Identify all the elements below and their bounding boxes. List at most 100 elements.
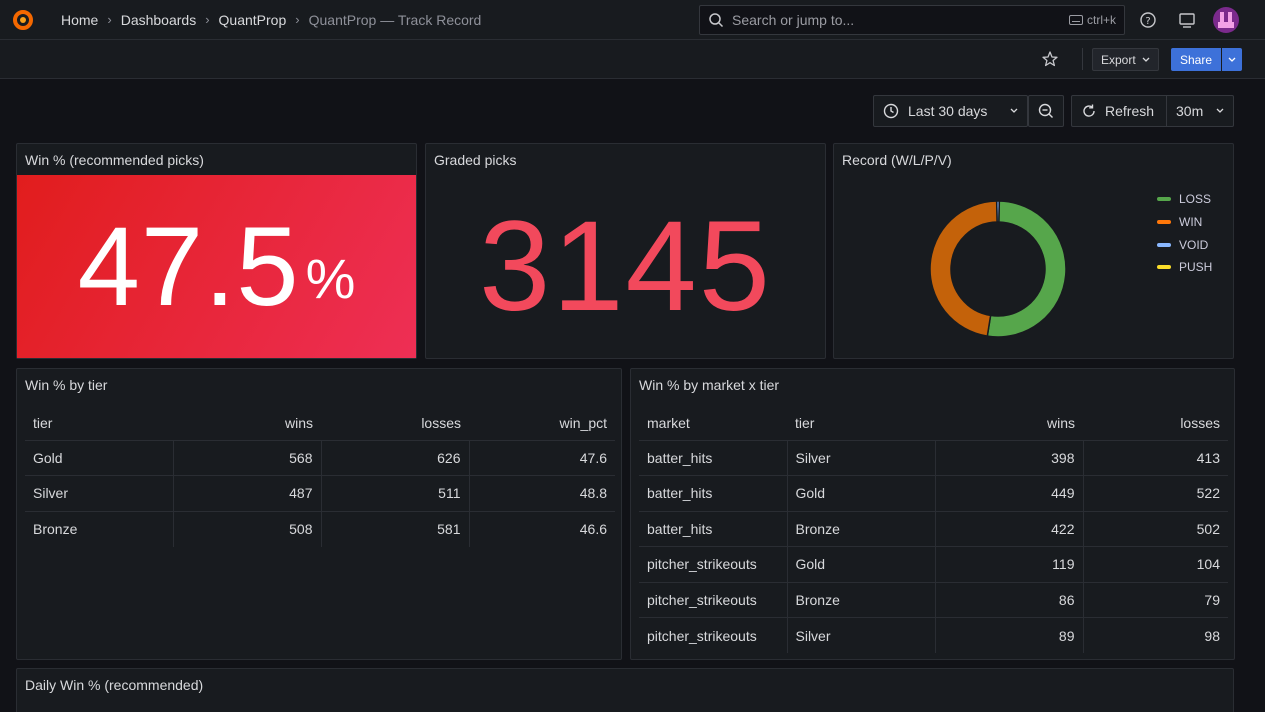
table-cell: 502: [1082, 511, 1228, 547]
keyboard-icon: [1068, 15, 1083, 25]
legend-swatch: [1157, 265, 1171, 270]
share-menu-button[interactable]: [1222, 48, 1242, 71]
legend-item-push[interactable]: PUSH: [1157, 256, 1212, 279]
export-label: Export: [1101, 52, 1136, 67]
refresh-icon: [1083, 104, 1095, 117]
panel-market-table[interactable]: Win % by market x tier market tier wins …: [630, 368, 1235, 660]
news-icon[interactable]: [1177, 10, 1197, 30]
donut-slice-loss[interactable]: [986, 200, 1067, 338]
column-header[interactable]: win_pct: [469, 406, 615, 441]
breadcrumb-current: QuantProp — Track Record: [308, 11, 482, 28]
toolbar-divider: [1082, 48, 1083, 70]
refresh-interval-picker[interactable]: 30m: [1166, 95, 1234, 127]
table-cell: 98: [1082, 617, 1228, 653]
table-cell: 79: [1082, 582, 1228, 618]
legend-item-void[interactable]: VOID: [1157, 233, 1212, 256]
column-header[interactable]: tier: [787, 406, 935, 441]
breadcrumb-home[interactable]: Home: [61, 11, 99, 28]
table-row: Silver 487 511 48.8: [25, 475, 615, 512]
table-cell: 568: [172, 440, 321, 476]
table-cell: Silver: [25, 475, 173, 512]
top-bar: Home › Dashboards › QuantProp › QuantPro…: [0, 0, 1265, 40]
legend-label: LOSS: [1179, 192, 1212, 207]
legend-label: VOID: [1179, 237, 1209, 252]
panel-title: Win % by tier: [25, 377, 108, 393]
table-cell: 487: [172, 475, 321, 512]
user-avatar[interactable]: [1213, 7, 1239, 33]
table-header-row: market tier wins losses: [639, 406, 1228, 441]
zoom-out-button[interactable]: [1028, 95, 1064, 127]
grafana-logo-icon[interactable]: [11, 8, 35, 32]
export-button[interactable]: Export: [1092, 48, 1159, 71]
table-row: pitcher_strikeouts Gold 119 104: [639, 546, 1228, 583]
refresh-label: Refresh: [1105, 103, 1155, 119]
table-row: batter_hits Silver 398 413: [639, 440, 1228, 476]
chevron-right-icon: ›: [295, 12, 300, 27]
table-cell: Gold: [25, 440, 173, 476]
table-row: batter_hits Gold 449 522: [639, 475, 1228, 512]
table-row: Gold 568 626 47.6: [25, 440, 615, 476]
table-cell: Bronze: [33, 521, 78, 537]
refresh-button[interactable]: Refresh: [1071, 95, 1167, 127]
share-label: Share: [1179, 52, 1213, 67]
panel-win-pct[interactable]: Win % (recommended picks) 47.5 %: [16, 143, 417, 359]
column-header[interactable]: market: [639, 406, 787, 441]
search-input[interactable]: Search or jump to... ctrl+k: [699, 5, 1125, 35]
column-header[interactable]: wins: [173, 406, 321, 441]
zoom-out-icon: [1038, 103, 1053, 118]
table-cell: 449: [934, 475, 1083, 512]
table-cell: 422: [934, 511, 1083, 547]
panel-title: Win % (recommended picks): [25, 152, 204, 168]
chevron-down-icon: [1010, 108, 1018, 113]
table-cell: batter_hits: [639, 440, 787, 476]
table-row: batter_hits Bronze 422 502: [639, 511, 1228, 547]
table-row: Bronze 508 581 46.6: [25, 511, 615, 547]
table-row: pitcher_strikeouts Silver 89 98: [639, 617, 1228, 653]
donut-slice-win[interactable]: [929, 200, 998, 338]
column-header[interactable]: tier: [25, 406, 173, 441]
legend-label: WIN: [1179, 215, 1203, 230]
column-header[interactable]: wins: [935, 406, 1083, 441]
breadcrumb: Home › Dashboards › QuantProp › QuantPro…: [61, 12, 481, 28]
share-button[interactable]: Share: [1171, 48, 1221, 71]
panel-title: Win % by market x tier: [639, 377, 780, 393]
search-shortcut-label: ctrl+k: [1086, 13, 1116, 27]
panel-daily-win-pct[interactable]: Daily Win % (recommended): [16, 668, 1234, 712]
table-cell: Silver: [786, 440, 935, 476]
table-cell: 119: [934, 546, 1083, 583]
search-icon: [709, 13, 724, 28]
legend-item-win[interactable]: WIN: [1157, 211, 1212, 234]
chevron-right-icon: ›: [107, 12, 112, 27]
table-cell: 398: [934, 440, 1083, 476]
stat-value-box: 3145: [426, 175, 825, 358]
table-cell: 47.6: [468, 440, 615, 476]
legend-item-loss[interactable]: LOSS: [1157, 188, 1212, 211]
tier-table: tier wins losses win_pct Gold 568 626 47…: [25, 406, 615, 547]
chevron-down-icon: [1216, 108, 1224, 113]
time-range-picker[interactable]: Last 30 days: [873, 95, 1028, 127]
search-shortcut: ctrl+k: [1068, 13, 1116, 27]
svg-text:?: ?: [1145, 16, 1150, 27]
panel-title: Daily Win % (recommended): [25, 677, 204, 693]
panel-graded-picks[interactable]: Graded picks 3145: [425, 143, 826, 359]
legend-swatch: [1157, 242, 1171, 247]
stat-value: 47.5: [77, 204, 300, 329]
stat-unit: %: [305, 247, 356, 310]
column-header[interactable]: losses: [1083, 406, 1228, 441]
breadcrumb-dashboards[interactable]: Dashboards: [120, 11, 197, 28]
table-cell: Gold: [786, 546, 935, 583]
panel-tier-table[interactable]: Win % by tier tier wins losses win_pct G…: [16, 368, 622, 660]
panel-record[interactable]: Record (W/L/P/V) LOSS WIN VOID PUSH: [833, 143, 1234, 359]
column-header[interactable]: losses: [321, 406, 469, 441]
breadcrumb-folder[interactable]: QuantProp: [218, 11, 287, 28]
table-cell: 89: [934, 617, 1083, 653]
star-icon[interactable]: [1041, 50, 1059, 68]
table-cell: 522: [1082, 475, 1228, 512]
chevron-down-icon: [1228, 57, 1236, 62]
help-icon[interactable]: ?: [1138, 10, 1158, 30]
table-header-row: tier wins losses win_pct: [25, 406, 615, 441]
table-cell: 46.6: [468, 511, 615, 547]
panel-title: Record (W/L/P/V): [842, 152, 952, 168]
chart-legend: LOSS WIN VOID PUSH: [1157, 188, 1212, 279]
search-placeholder: Search or jump to...: [732, 12, 855, 28]
